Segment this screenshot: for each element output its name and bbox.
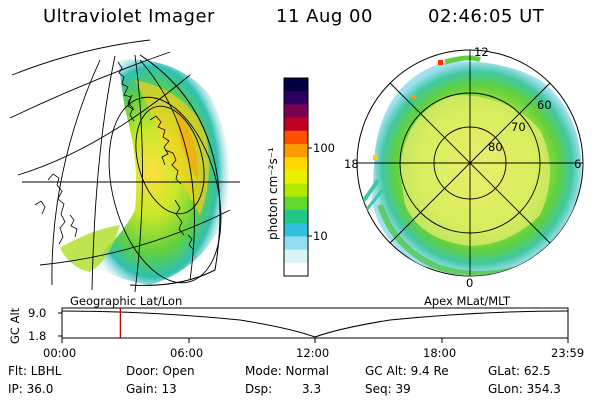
coastlines [34, 61, 195, 251]
seq-status: Seq: 39 [365, 382, 411, 396]
mode-status: Mode: Normal [245, 364, 329, 378]
lat-label-80: 80 [488, 140, 503, 154]
filter-status: Flt: LBHL [8, 364, 62, 378]
left-panel-caption: Geographic Lat/Lon [70, 294, 183, 308]
colorbar-band [284, 157, 308, 171]
door-status: Door: Open [126, 364, 195, 378]
colorbar-band [284, 196, 308, 211]
colorbar-band [284, 183, 308, 198]
mlt-label-6: 6 [574, 157, 582, 171]
dsp-value: 3.3 [302, 382, 322, 396]
lat-label-70: 70 [511, 120, 526, 134]
glat-status: GLat: 62.5 [488, 364, 551, 378]
instrument-title: Ultraviolet Imager [43, 6, 215, 27]
geographic-map [9, 39, 240, 293]
colorbar-band [284, 104, 308, 119]
gain-status: Gain: 13 [126, 382, 177, 396]
timeline-ytick-min: 1.8 [28, 329, 47, 343]
lat-label-60: 60 [537, 98, 552, 112]
timeline-xtick: 00:00 [43, 346, 77, 360]
colorbar-band [284, 91, 308, 105]
timeline-xtick: 06:00 [170, 346, 204, 360]
timeline-xtick: 12:00 [296, 346, 330, 360]
timeline-xtick: 18:00 [423, 346, 457, 360]
colorbar-tick-100: 100 [313, 141, 335, 155]
bright-spot [373, 155, 378, 160]
mlt-label-12: 12 [474, 45, 489, 59]
altitude-curve [61, 310, 569, 338]
observation-time: 02:46:05 UT [428, 6, 545, 27]
polar-plot[interactable] [356, 49, 584, 277]
colorbar-band [284, 144, 308, 158]
colorbar-unit-label: photon cm⁻²s⁻¹ [266, 147, 280, 240]
ip-status: IP: 36.0 [8, 382, 54, 396]
timeline-ytick-max: 9.0 [28, 306, 47, 320]
right-panel-caption: Apex MLat/MLT [424, 294, 511, 308]
bright-spot [438, 60, 443, 65]
colorbar-tick-10: 10 [313, 229, 328, 243]
colorbar-band [284, 262, 308, 277]
observation-date: 11 Aug 00 [276, 6, 373, 27]
colorbar-band [284, 78, 308, 92]
timeline-axis-title: GC Alt [8, 307, 22, 344]
bright-spot [412, 95, 416, 99]
intensity-colorbar [283, 77, 312, 277]
colorbar-band [284, 170, 308, 185]
colorbar-band [284, 210, 308, 224]
colorbar-band [284, 223, 308, 237]
colorbar-band [284, 236, 308, 251]
dsp-label: Dsp: [245, 382, 273, 396]
gc-alt-status: GC Alt: 9.4 Re [365, 364, 449, 378]
altitude-timeline[interactable] [58, 307, 569, 343]
mlt-label-0: 0 [466, 276, 474, 290]
colorbar-band [284, 117, 308, 132]
colorbar-band [284, 249, 308, 264]
colorbar-band [284, 130, 308, 145]
glon-status: GLon: 354.3 [488, 382, 561, 396]
polar-grid [357, 50, 583, 276]
mlt-label-18: 18 [344, 157, 359, 171]
lat-lon-grid [9, 39, 240, 293]
timeline-xtick: 23:59 [551, 346, 585, 360]
